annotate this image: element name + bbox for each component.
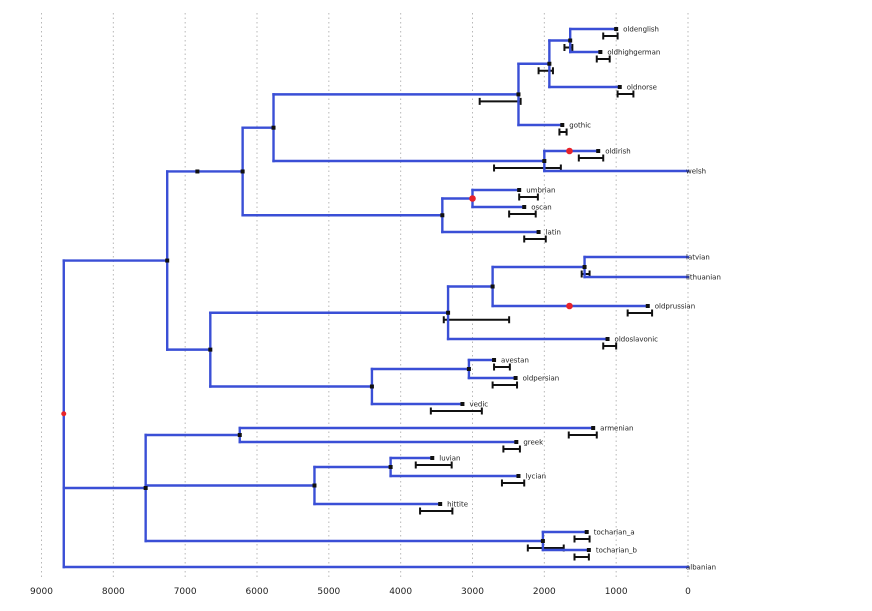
node-marker <box>466 367 471 371</box>
leaf-label-armenian: armenian <box>600 425 633 433</box>
tip-marker <box>598 50 603 54</box>
node-marker <box>490 284 495 289</box>
node-marker <box>237 433 242 437</box>
leaf-label-oldpersian: oldpersian <box>523 375 560 383</box>
tip-marker <box>584 530 589 534</box>
leaf-label-oldoslavonic: oldoslavonic <box>615 336 659 344</box>
leaf-label-umbrian: umbrian <box>526 187 555 195</box>
leaf-label-lycian: lycian <box>525 473 546 481</box>
tip-marker <box>591 426 596 430</box>
leaf-label-oldnorse: oldnorse <box>627 84 657 92</box>
node-marker <box>165 258 170 263</box>
time-axis: 9000 8000 7000 6000 5000 4000 3000 2000 1000 0 <box>30 587 691 597</box>
node-marker <box>271 125 276 130</box>
leaf-label-vedic: vedic <box>469 401 488 409</box>
node-marker <box>369 384 374 389</box>
leaf-labels: oldenglish oldhighgerman oldnorse gothic old… <box>439 26 721 572</box>
node-marker <box>312 483 317 488</box>
axis-tick-label: 0 <box>685 587 691 597</box>
tip-marker <box>522 205 527 209</box>
tip-marker <box>516 474 521 478</box>
node-marker <box>542 159 547 163</box>
axis-tick-label: 4000 <box>389 587 412 597</box>
leaf-label-tocharian-b: tocharian_b <box>596 547 638 555</box>
tip-marker <box>645 304 650 308</box>
tip-marker <box>513 376 518 380</box>
node-marker <box>208 347 213 352</box>
leaf-label-avestan: avestan <box>501 357 529 365</box>
highlight-node <box>566 302 573 310</box>
leaf-label-oldprussian: oldprussian <box>655 303 695 311</box>
leaf-label-lithuanian: lithuanian <box>686 274 721 282</box>
node-marker <box>582 265 587 269</box>
axis-tick-label: 3000 <box>461 587 484 597</box>
node-marker <box>547 61 552 66</box>
tip-marker <box>430 456 435 460</box>
leaf-label-tocharian-a: tocharian_a <box>594 529 635 537</box>
highlight-node <box>566 147 573 155</box>
tip-marker <box>586 548 591 552</box>
axis-tick-label: 5000 <box>317 587 340 597</box>
leaf-label-latvian: latvian <box>686 254 710 262</box>
leaf-label-greek: greek <box>523 439 544 447</box>
gridlines <box>41 13 689 578</box>
tip-marker <box>617 85 622 89</box>
leaf-label-albanian: albanian <box>686 564 716 572</box>
axis-tick-label: 7000 <box>174 587 197 597</box>
leaf-label-luvian: luvian <box>439 455 460 463</box>
node-marker <box>516 92 521 97</box>
leaf-label-oldhighgerman: oldhighgerman <box>607 49 660 57</box>
leaf-label-welsh: welsh <box>686 168 706 176</box>
tip-marker <box>460 402 465 406</box>
leaf-label-oldenglish: oldenglish <box>623 26 659 34</box>
tip-marker <box>536 230 541 234</box>
tip-marker <box>614 27 619 31</box>
axis-tick-label: 6000 <box>246 587 269 597</box>
leaf-label-latin: latin <box>546 229 561 237</box>
node-marker <box>540 539 545 543</box>
tip-marker <box>517 188 522 192</box>
node-marker <box>568 38 573 43</box>
axis-tick-label: 1000 <box>605 587 628 597</box>
leaf-label-oscan: oscan <box>531 204 552 212</box>
node-marker <box>388 465 393 469</box>
node-marker <box>143 486 148 490</box>
node-marker <box>446 310 451 315</box>
node-markers <box>61 27 650 552</box>
tip-marker <box>492 358 497 362</box>
tree-branches <box>62 27 690 569</box>
axis-tick-label: 8000 <box>102 587 125 597</box>
tip-marker <box>514 440 519 444</box>
tip-marker <box>605 337 610 341</box>
highlight-node <box>61 411 67 417</box>
highlight-node <box>469 195 476 202</box>
axis-tick-label: 2000 <box>533 587 556 597</box>
leaf-label-hittite: hittite <box>447 501 468 509</box>
leaf-label-oldirish: oldirish <box>605 148 631 156</box>
node-marker <box>440 213 445 218</box>
node-marker <box>240 169 245 174</box>
leaf-label-gothic: gothic <box>569 122 591 130</box>
tip-marker <box>560 123 565 127</box>
tip-marker <box>596 149 601 153</box>
node-marker <box>195 169 200 174</box>
axis-tick-label: 9000 <box>30 587 53 597</box>
tip-marker <box>438 502 443 506</box>
